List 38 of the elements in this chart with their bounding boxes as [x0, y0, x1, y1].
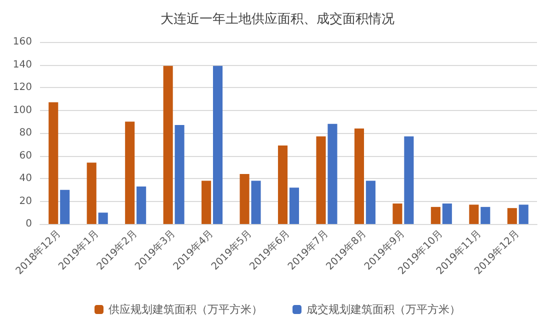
y-tick-label: 20 — [19, 196, 32, 207]
bar — [404, 136, 414, 224]
bar — [48, 102, 58, 224]
y-tick-label: 80 — [19, 128, 32, 138]
bar — [86, 162, 96, 224]
bar — [507, 208, 517, 224]
y-tick-label: 40 — [19, 173, 32, 184]
bar — [430, 206, 440, 224]
bar — [289, 188, 300, 224]
bar — [60, 190, 70, 224]
y-tick-label: 60 — [19, 150, 32, 162]
bar — [518, 204, 528, 224]
bar — [163, 66, 173, 224]
y-tick-label: 120 — [12, 82, 32, 93]
bar — [442, 204, 452, 224]
bar — [480, 206, 490, 224]
legend-label: 供应规划建筑面积（万平方米） — [108, 303, 262, 316]
chart-title: 大连近一年土地供应面积、成交面积情况 — [160, 11, 394, 27]
y-tick-label: 100 — [12, 104, 32, 116]
bar — [240, 174, 250, 224]
bar — [278, 146, 288, 224]
y-tick-label: 0 — [26, 218, 32, 230]
bar — [366, 180, 376, 224]
bar — [328, 124, 338, 224]
y-tick-label: 140 — [12, 59, 32, 70]
bar — [98, 212, 108, 224]
legend-label: 成交规划建筑面积（万平方米） — [306, 303, 460, 316]
bar — [251, 180, 261, 224]
bar — [125, 122, 135, 224]
bar — [174, 125, 184, 224]
bar — [469, 204, 479, 224]
bar — [202, 180, 212, 224]
y-tick-label: 160 — [12, 36, 32, 48]
bar — [354, 128, 364, 224]
bar — [392, 204, 402, 224]
bar — [316, 136, 326, 224]
bar — [136, 186, 146, 224]
bar — [212, 66, 223, 224]
